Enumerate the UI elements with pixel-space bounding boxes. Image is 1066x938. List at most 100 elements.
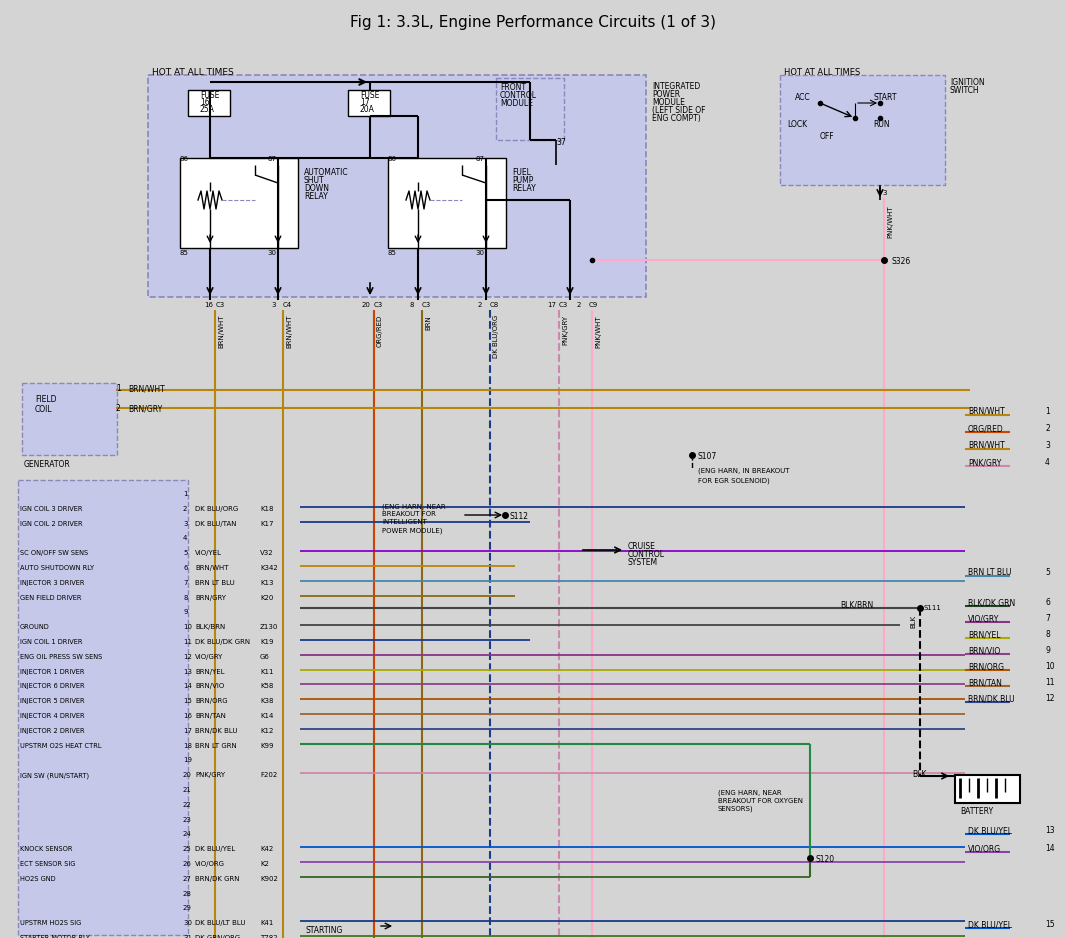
Text: C3: C3 <box>559 302 568 308</box>
Text: 14: 14 <box>183 684 192 689</box>
Text: VIO/GRY: VIO/GRY <box>968 614 1000 623</box>
Text: 30: 30 <box>266 250 276 256</box>
Text: FIELD: FIELD <box>35 395 56 404</box>
Text: INJECTOR 1 DRIVER: INJECTOR 1 DRIVER <box>20 669 84 674</box>
Bar <box>955 775 1020 803</box>
Text: HOT AT ALL TIMES: HOT AT ALL TIMES <box>152 68 233 77</box>
Bar <box>22 383 117 455</box>
Text: 4: 4 <box>1045 458 1050 467</box>
Text: 30: 30 <box>475 250 484 256</box>
Text: 26: 26 <box>183 861 192 867</box>
Text: 12: 12 <box>183 654 192 659</box>
Text: BRN/VIO: BRN/VIO <box>968 646 1000 655</box>
Text: 11: 11 <box>1045 678 1054 687</box>
Text: K41: K41 <box>260 920 273 926</box>
Text: BLK/DK GRN: BLK/DK GRN <box>968 598 1015 607</box>
Text: POWER MODULE): POWER MODULE) <box>382 527 442 534</box>
Text: 13: 13 <box>183 669 192 674</box>
Text: 16: 16 <box>200 98 210 107</box>
Text: START: START <box>873 93 897 102</box>
Text: INJECTOR 6 DRIVER: INJECTOR 6 DRIVER <box>20 684 84 689</box>
Text: 11: 11 <box>183 639 192 645</box>
Text: INTELLIGENT: INTELLIGENT <box>382 519 426 525</box>
Text: SC ON/OFF SW SENS: SC ON/OFF SW SENS <box>20 551 88 556</box>
Text: 25A: 25A <box>200 105 215 114</box>
Text: 1: 1 <box>183 491 188 497</box>
Text: INJECTOR 3 DRIVER: INJECTOR 3 DRIVER <box>20 580 84 586</box>
Text: ECT SENSOR SIG: ECT SENSOR SIG <box>20 861 76 867</box>
Text: 20A: 20A <box>360 105 375 114</box>
Text: DK BLU/ORG: DK BLU/ORG <box>492 315 499 358</box>
Text: Z130: Z130 <box>260 624 278 630</box>
Bar <box>188 90 230 116</box>
Text: (ENG HARN, NEAR: (ENG HARN, NEAR <box>718 790 781 796</box>
Text: BRN/YEL: BRN/YEL <box>968 630 1001 639</box>
Text: V32: V32 <box>260 551 274 556</box>
Text: K11: K11 <box>260 669 274 674</box>
Text: 27: 27 <box>183 876 192 882</box>
Text: 31: 31 <box>183 935 192 938</box>
Text: 28: 28 <box>183 890 192 897</box>
Text: 85: 85 <box>388 250 397 256</box>
Text: BRN/TAN: BRN/TAN <box>968 678 1002 687</box>
Text: C3: C3 <box>422 302 432 308</box>
Text: DK GRN/ORG: DK GRN/ORG <box>195 935 240 938</box>
Text: 25: 25 <box>183 846 192 853</box>
Text: 12: 12 <box>1045 694 1054 703</box>
Text: (ENG HARN, NEAR: (ENG HARN, NEAR <box>382 503 446 509</box>
Text: 1: 1 <box>1045 407 1050 416</box>
Text: IGN COIL 3 DRIVER: IGN COIL 3 DRIVER <box>20 506 82 512</box>
Text: BATTERY: BATTERY <box>960 807 994 816</box>
Text: DK BLU/TAN: DK BLU/TAN <box>195 521 237 526</box>
Text: BRN/WHT: BRN/WHT <box>219 315 224 349</box>
Text: FUSE: FUSE <box>360 91 379 100</box>
Text: DK BLU/YEL: DK BLU/YEL <box>195 846 236 853</box>
Text: 3: 3 <box>882 190 887 196</box>
Text: BRN/DK GRN: BRN/DK GRN <box>195 876 240 882</box>
Text: 9: 9 <box>183 610 188 615</box>
Text: ORG/RED: ORG/RED <box>377 315 383 347</box>
Text: FUEL: FUEL <box>512 168 531 177</box>
Text: 18: 18 <box>183 743 192 749</box>
Bar <box>388 158 506 248</box>
Text: BRN/ORG: BRN/ORG <box>195 698 228 704</box>
Text: 13: 13 <box>1045 826 1054 835</box>
Text: 20: 20 <box>362 302 371 308</box>
Bar <box>18 480 188 935</box>
Text: SYSTEM: SYSTEM <box>628 558 658 567</box>
Text: FRONT: FRONT <box>500 83 526 92</box>
Text: MODULE: MODULE <box>652 98 684 107</box>
Text: PNK/GRY: PNK/GRY <box>968 458 1001 467</box>
Text: C4: C4 <box>282 302 292 308</box>
Text: 16: 16 <box>204 302 213 308</box>
Text: INJECTOR 4 DRIVER: INJECTOR 4 DRIVER <box>20 713 84 719</box>
Text: RELAY: RELAY <box>512 184 536 193</box>
Text: BLK: BLK <box>912 770 926 779</box>
Text: 6: 6 <box>183 565 188 571</box>
Text: K2: K2 <box>260 861 269 867</box>
Text: S326: S326 <box>892 257 911 266</box>
Text: IGN SW (RUN/START): IGN SW (RUN/START) <box>20 772 90 779</box>
Text: LOCK: LOCK <box>787 120 807 129</box>
Text: 10: 10 <box>183 624 192 630</box>
Text: 2: 2 <box>183 506 188 512</box>
Text: VIO/ORG: VIO/ORG <box>968 844 1001 853</box>
Text: 5: 5 <box>183 551 188 556</box>
Text: CONTROL: CONTROL <box>500 91 537 100</box>
Text: PNK/GRY: PNK/GRY <box>195 772 225 779</box>
Text: SWITCH: SWITCH <box>950 86 980 95</box>
Text: 29: 29 <box>183 905 192 912</box>
Text: 2: 2 <box>116 404 120 413</box>
Text: BRN/DK BLU: BRN/DK BLU <box>968 694 1015 703</box>
Text: 4: 4 <box>183 536 188 541</box>
Text: 6: 6 <box>1045 598 1050 607</box>
Text: UPSTRM HO2S SIG: UPSTRM HO2S SIG <box>20 920 81 926</box>
Text: 2: 2 <box>1045 424 1050 433</box>
Text: (LEFT SIDE OF: (LEFT SIDE OF <box>652 106 706 115</box>
Text: PNK/WHT: PNK/WHT <box>887 205 893 237</box>
Text: C3: C3 <box>374 302 384 308</box>
Text: G6: G6 <box>260 654 270 659</box>
Text: AUTO SHUTDOWN RLY: AUTO SHUTDOWN RLY <box>20 565 94 571</box>
Text: STARTING: STARTING <box>305 926 342 935</box>
Text: BRN/WHT: BRN/WHT <box>968 441 1005 450</box>
